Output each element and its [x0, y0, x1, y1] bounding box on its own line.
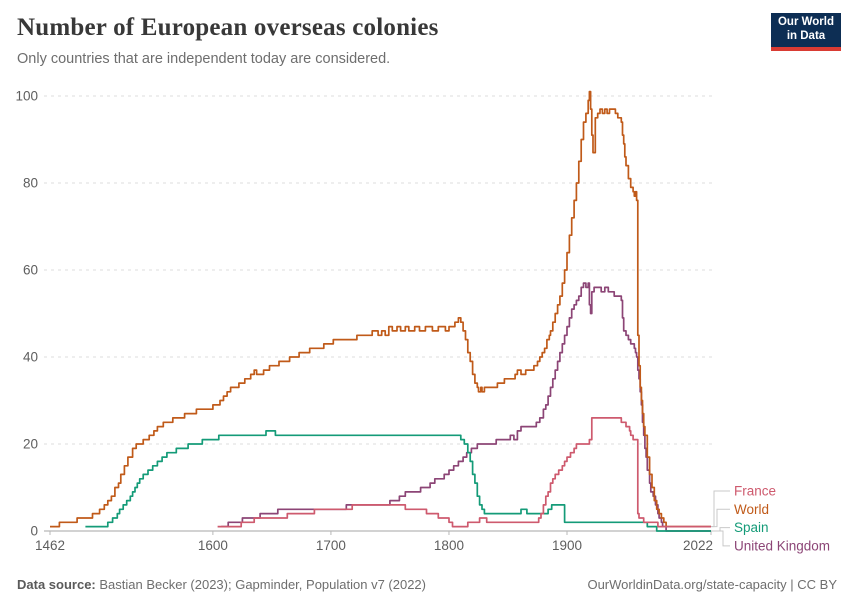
owid-logo-line1: Our World [777, 16, 834, 29]
x-tick-label-1800: 1800 [434, 538, 464, 553]
y-tick-label-80: 80 [23, 176, 38, 191]
legend-connector-spain [711, 527, 730, 532]
data-source: Data source: Bastian Becker (2023); Gapm… [17, 577, 426, 592]
x-tick-label-2022: 2022 [683, 538, 713, 553]
x-tick-label-1700: 1700 [316, 538, 346, 553]
y-tick-label-100: 100 [15, 89, 38, 104]
footer-separator: | [786, 577, 798, 592]
footer: Data source: Bastian Becker (2023); Gapm… [17, 577, 837, 592]
legend-label-france[interactable]: France [734, 484, 776, 499]
owid-logo-line2: in Data [786, 30, 826, 42]
x-tick-label-1462: 1462 [35, 538, 65, 553]
legend-label-spain[interactable]: Spain [734, 520, 769, 535]
header: Number of European overseas colonies Onl… [17, 14, 755, 67]
series-line-france[interactable] [217, 417, 711, 528]
line-chart: 0 20 40 60 80 100 1462 1600 1700 1800 1900 2022 Fran… [15, 89, 830, 554]
footer-right: OurWorldinData.org/state-capacity | CC B… [587, 577, 837, 592]
chart-subtitle: Only countries that are independent toda… [17, 50, 391, 67]
owid-url-link[interactable]: OurWorldinData.org/state-capacity [587, 577, 787, 592]
legend-label-united-kingdom[interactable]: United Kingdom [734, 538, 830, 553]
owid-logo[interactable]: Our World in Data [771, 13, 841, 51]
legend-connector-united-kingdom [711, 530, 730, 547]
plot-area[interactable] [50, 96, 711, 531]
legend-label-world[interactable]: World [734, 502, 769, 517]
license-label[interactable]: CC BY [797, 577, 837, 592]
x-tick-label-1600: 1600 [198, 538, 228, 553]
y-tick-label-20: 20 [23, 437, 38, 452]
y-tick-label-40: 40 [23, 350, 38, 365]
legend-connector-world [711, 508, 730, 528]
y-tick-label-60: 60 [23, 263, 38, 278]
series-line-united-kingdom[interactable] [221, 282, 711, 532]
x-tick-label-1900: 1900 [552, 538, 582, 553]
data-source-label: Data source: [17, 577, 96, 592]
series-line-world[interactable] [50, 90, 711, 528]
chart-title: Number of European overseas colonies [17, 14, 439, 41]
series-line-spain[interactable] [85, 430, 711, 532]
data-source-text: Bastian Becker (2023); Gapminder, Popula… [95, 577, 426, 592]
y-tick-label-0: 0 [30, 524, 38, 539]
